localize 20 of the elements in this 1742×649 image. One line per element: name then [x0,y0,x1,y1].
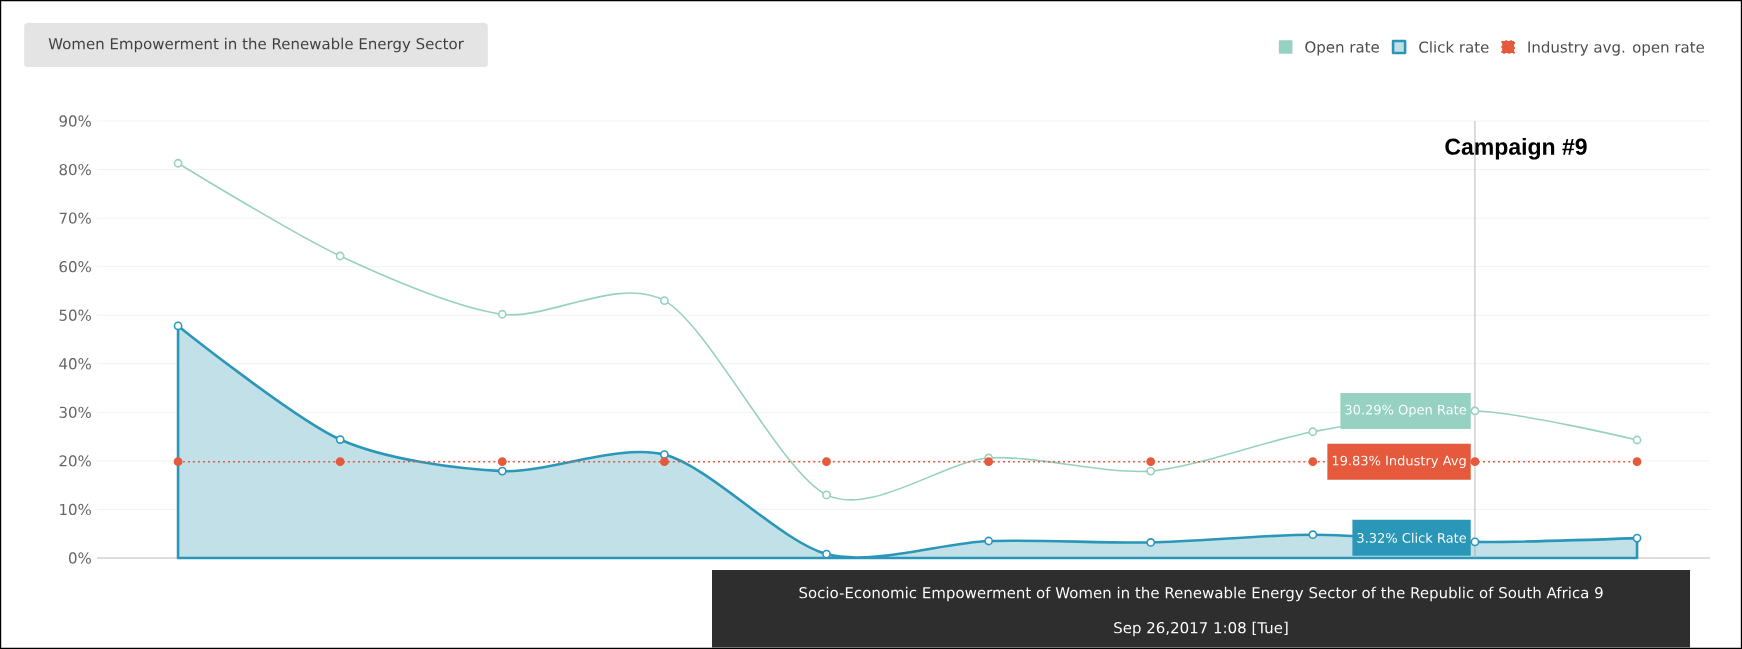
y-tick-label: 80% [59,163,91,176]
y-tick-label: 70% [59,212,91,224]
y-tick-label: 0% [69,552,91,564]
data-label: 3.32% Click Rate [1357,532,1467,543]
legend-label: Industry avg. open rate [1528,41,1705,56]
y-tick-label: 90% [59,115,91,127]
chart-title: Women Empowerment in the Renewable Energy Sector [48,37,464,53]
y-tick-label: 30% [59,406,91,419]
text: Socio-Economic Empowerment of Women in the Renewable Energy Sector of the Republic of South Africa 9 [799,586,1603,602]
y-tick-label: 20% [59,455,91,467]
legend-label: Click rate [1419,41,1489,53]
text: Sep 26,2017 1:08 [Tue] [1114,621,1288,637]
y-tick-label: 60% [59,260,91,273]
y-tick-label: 50% [59,309,91,321]
y-tick-label: 40% [59,358,91,370]
annotation: Campaign #9 [1445,137,1587,160]
data-label: 30.29% Open Rate [1345,404,1467,418]
data-label: 19.83% Industry Avg [1332,455,1466,468]
legend-label: Open rate [1305,41,1379,56]
y-tick-label: 10% [60,503,91,516]
